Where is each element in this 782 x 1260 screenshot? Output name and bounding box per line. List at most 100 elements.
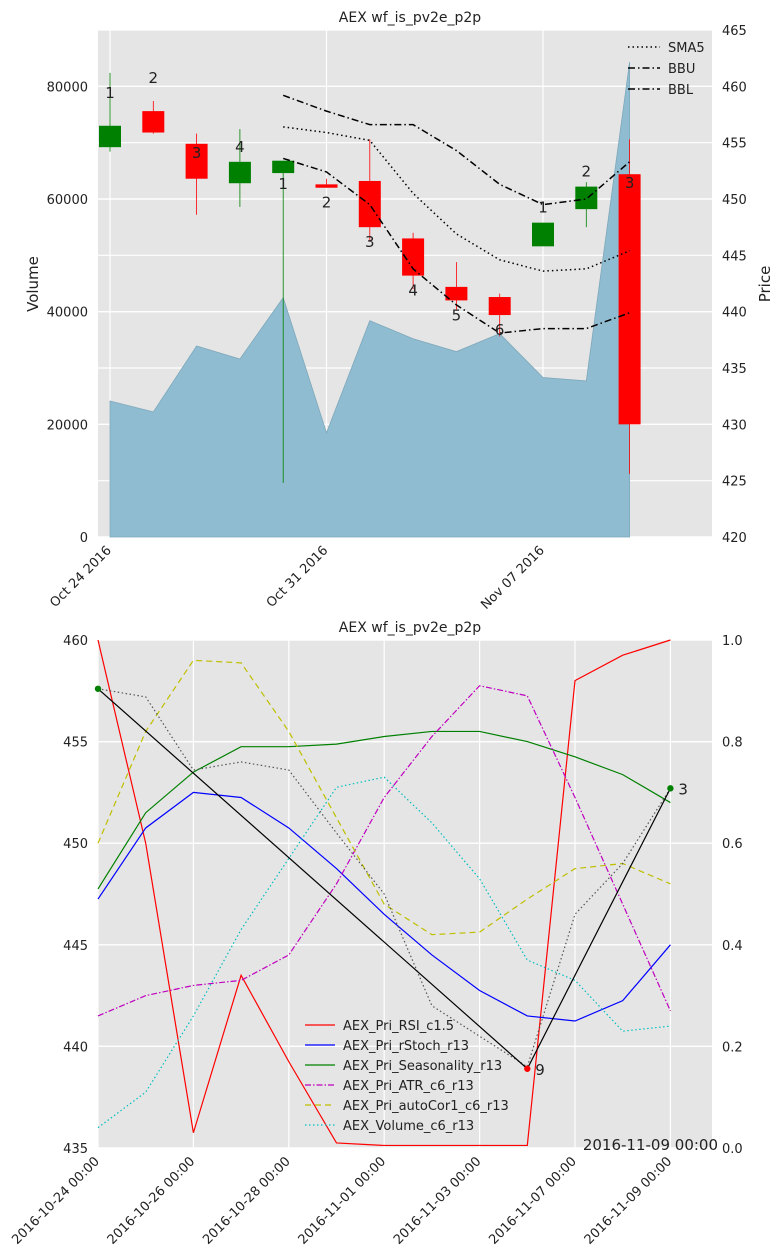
top-ylabel-right: Price (756, 266, 774, 303)
legend-label: AEX_Pri_autoCor1_c6_r13 (343, 1099, 509, 1114)
legend-entry: BBU (628, 62, 695, 77)
tick-label: 2016-11-09 00:00 (582, 1154, 675, 1247)
tick-label: 440 (722, 306, 747, 321)
candle (488, 293, 511, 337)
candle-label: 2 (322, 194, 332, 212)
zigzag-label: 3 (678, 780, 688, 798)
zigzag-label: 9 (535, 1061, 545, 1079)
candle (402, 232, 425, 290)
series-line-AEX_Pri_ATR_c6_r13 (97, 685, 671, 1017)
candle-label: 3 (365, 233, 375, 251)
top-right-axis: 420 425 430 435 440 445 450 455 460 465 (722, 24, 747, 546)
legend-entry: AEX_Pri_autoCor1_c6_r13 (305, 1099, 509, 1114)
candle-label: 2 (582, 163, 592, 181)
bottom-plot-area (98, 640, 712, 1148)
legend-entry: SMA5 (628, 41, 705, 56)
legend-label: AEX_Pri_Seasonality_r13 (343, 1059, 502, 1074)
candle (142, 100, 165, 134)
top-chart-title: AEX wf_is_pv2e_p2p (339, 10, 482, 26)
candle-label: 1 (538, 199, 548, 217)
series-line-AEX_Pri_Seasonality_r13 (97, 730, 671, 890)
tick-label: 1.0 (722, 634, 743, 649)
candles (99, 72, 641, 483)
tick-label: 460 (63, 634, 88, 649)
legend-entry: AEX_Pri_RSI_c1.5 (305, 1019, 454, 1034)
bottom-left-axis: 435 440 445 450 455 460 (63, 634, 88, 1157)
series-line-AEX_Pri_RSI_c1.5 (97, 639, 671, 1147)
candle-body (272, 160, 295, 174)
tick-label: 2016-11-01 00:00 (296, 1154, 389, 1247)
legend-label: SMA5 (668, 41, 705, 56)
candle (532, 222, 554, 247)
candle-body (488, 297, 511, 316)
tick-label: 435 (63, 1142, 88, 1157)
candle-body (532, 222, 554, 247)
candle-label: 3 (625, 174, 635, 192)
tick-label: 0.4 (722, 939, 743, 954)
candle (618, 139, 641, 474)
series-line-AEX_Pri_autoCor1_c6_r13 (97, 659, 671, 936)
candle (445, 262, 468, 310)
candle (99, 72, 121, 152)
tick-label: 420 (722, 531, 747, 546)
volume-area (109, 62, 630, 538)
candle-body (445, 286, 468, 301)
bbl-line (282, 157, 630, 334)
candle (185, 133, 208, 215)
tick-label: 450 (63, 837, 88, 852)
bottom-x-axis: 2016-10-24 00:00 2016-10-26 00:00 2016-10-… (9, 1154, 675, 1247)
candle-label: 2 (149, 69, 159, 87)
legend-label: BBU (668, 62, 695, 77)
tick-label: Oct 31 2016 (264, 543, 331, 610)
tick-label: 2016-10-28 00:00 (200, 1154, 293, 1247)
tick-label: 0.8 (722, 736, 743, 751)
tick-label: 0 (80, 531, 88, 546)
cursor-date-label: 2016-11-09 00:00 (583, 1136, 718, 1154)
tick-label: 465 (722, 24, 747, 39)
tick-label: 430 (722, 418, 747, 433)
tick-label: 2016-11-03 00:00 (391, 1154, 484, 1247)
candle-label: 6 (495, 321, 505, 339)
legend-entry: AEX_Pri_Seasonality_r13 (305, 1059, 502, 1074)
candle-body (315, 184, 338, 188)
tick-label: 40000 (47, 306, 88, 321)
candle-body (228, 161, 251, 184)
candle-body (618, 174, 641, 425)
candle (575, 182, 598, 228)
candle-label: 3 (192, 144, 202, 162)
legend-label: AEX_Volume_c6_r13 (343, 1119, 474, 1134)
legend-entry: AEX_Volume_c6_r13 (305, 1119, 474, 1134)
tick-label: 440 (63, 1040, 88, 1055)
indicator-lines (282, 94, 631, 334)
candle-label: 1 (278, 175, 288, 193)
bottom-chart-title: AEX wf_is_pv2e_p2p (339, 620, 482, 636)
tick-label: 20000 (47, 418, 88, 433)
candle-body (99, 125, 121, 148)
tick-label: 2016-10-26 00:00 (105, 1154, 198, 1247)
candle-body (185, 143, 208, 179)
top-x-axis: Oct 24 2016 Oct 31 2016 Nov 07 2016 (47, 543, 547, 612)
candle-label: 4 (408, 282, 418, 300)
tick-label: 0.2 (722, 1040, 743, 1055)
series-lines (97, 639, 671, 1147)
tick-label: 435 (722, 362, 747, 377)
top-legend: SMA5 BBU BBL (628, 41, 705, 98)
candle-label: 4 (235, 138, 245, 156)
tick-label: Nov 07 2016 (478, 543, 547, 612)
legend-label: AEX_Pri_RSI_c1.5 (343, 1019, 454, 1034)
candle-label: 5 (452, 306, 462, 324)
candle-body (575, 186, 598, 210)
tick-label: 2016-11-07 00:00 (486, 1154, 579, 1247)
tick-label: 60000 (47, 193, 88, 208)
tick-label: 425 (722, 475, 747, 490)
candle (272, 160, 295, 483)
candle (358, 139, 381, 242)
zigzag: 93 (94, 685, 688, 1079)
tick-label: 445 (63, 939, 88, 954)
legend-entry: AEX_Pri_rStoch_r13 (305, 1039, 469, 1054)
legend-entry: BBL (628, 83, 694, 98)
legend-label: BBL (668, 83, 694, 98)
candle-labels: 1 2 3 4 1 2 3 4 5 6 1 2 3 (105, 69, 634, 339)
bbu-line (282, 94, 631, 206)
